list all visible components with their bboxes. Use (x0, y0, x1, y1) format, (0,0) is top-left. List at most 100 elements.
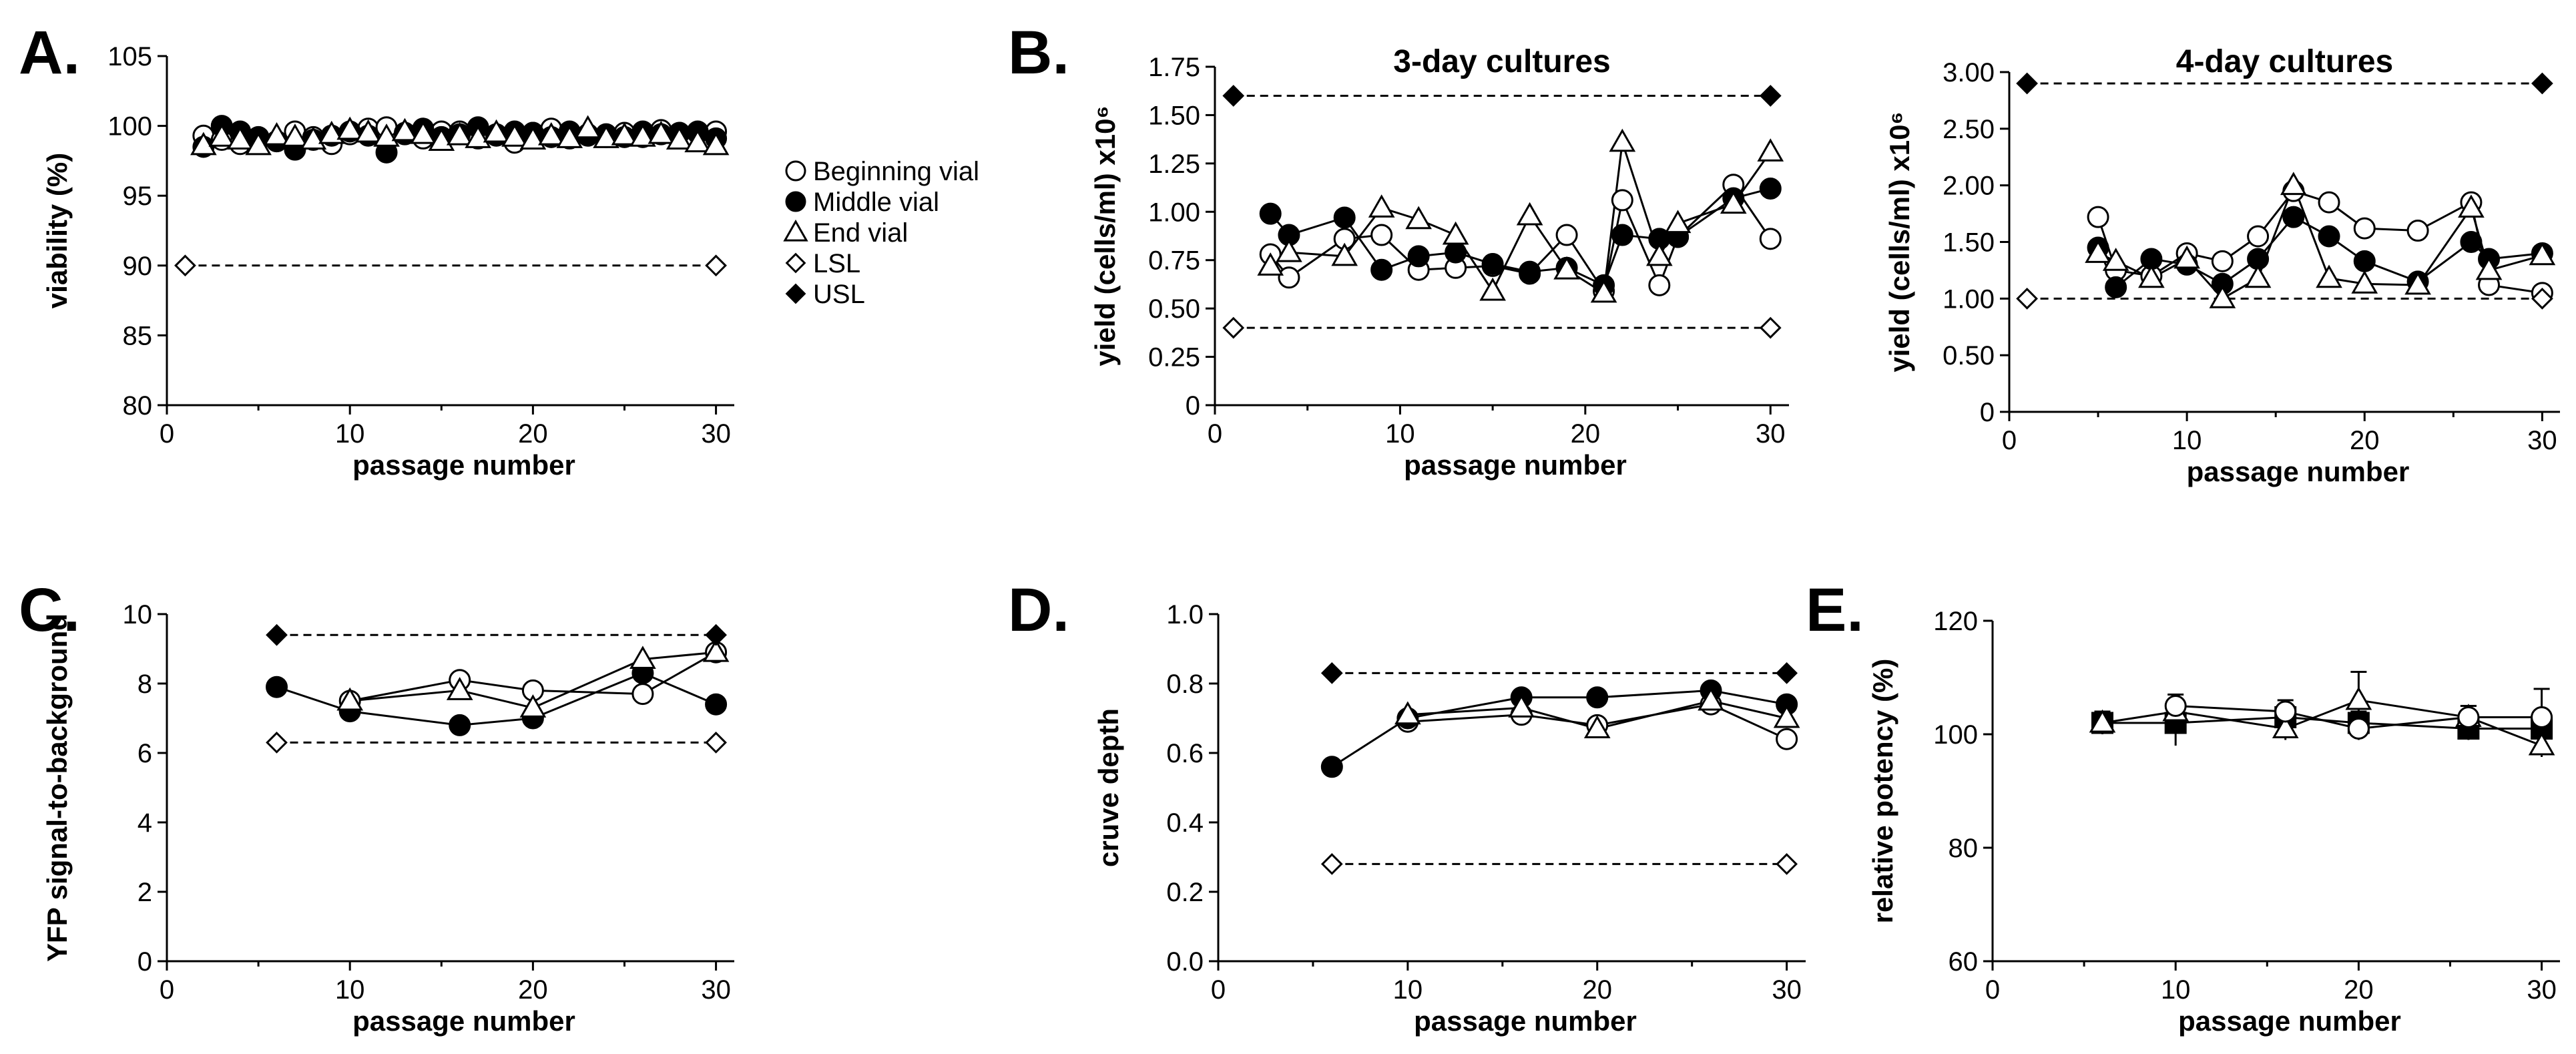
x-tick-label: 0 (160, 975, 174, 1005)
data-point-triangle-open (1583, 715, 1611, 739)
y-tick-label: 2 (138, 878, 152, 907)
data-point-triangle-open (593, 125, 619, 148)
x-axis-label: passage number (1414, 1005, 1637, 1037)
legend-marker-diamond-open (785, 252, 806, 274)
data-point-circle-filled (2105, 276, 2127, 298)
data-point-circle-filled (1445, 241, 1467, 264)
x-tick-label: 20 (1582, 975, 1612, 1005)
data-point-triangle-open (519, 126, 547, 150)
y-tick-label: 1.25 (1148, 150, 1200, 179)
data-point-triangle-open (2209, 285, 2236, 308)
x-tick-label: 0 (1211, 975, 1226, 1005)
data-point-diamond-filled (1222, 85, 1245, 107)
y-tick-label: 1.00 (1943, 284, 1995, 314)
data-point-circle-filled (2282, 206, 2305, 228)
data-point-triangle-open (2351, 270, 2378, 294)
legend-marker-circle-filled (785, 191, 806, 212)
x-axis-label: passage number (2178, 1005, 2401, 1037)
data-point-diamond-filled (2531, 72, 2553, 95)
series-line (276, 672, 717, 726)
data-point-triangle-open (483, 119, 510, 143)
data-point-triangle-open (2528, 732, 2555, 756)
y-tick-label: 100 (1933, 720, 1978, 750)
legend-label: USL (813, 280, 865, 309)
data-point-circle-open (2087, 206, 2109, 228)
y-tick-label: 60 (1949, 947, 1979, 977)
data-point-diamond-open (1776, 853, 1798, 875)
data-point-circle-open (2457, 706, 2480, 728)
data-point-triangle-open (1698, 687, 1724, 711)
y-axis-label: yield (cells/ml) x10⁶ (1884, 111, 1915, 372)
x-tick-label: 30 (2527, 975, 2557, 1005)
data-point-triangle-open (1257, 252, 1284, 276)
data-point-triangle-open (336, 116, 364, 140)
x-tick-label: 0 (160, 419, 174, 449)
legend-marker-circle-open (785, 160, 806, 182)
data-point-triangle-open (501, 123, 528, 147)
data-point-circle-open (2274, 700, 2297, 723)
data-point-diamond-filled (266, 623, 288, 646)
data-point-triangle-open (263, 121, 290, 146)
x-tick-label: 30 (1756, 419, 1786, 449)
data-point-triangle-open (1368, 194, 1395, 218)
panel-letter: D. (1008, 576, 1069, 644)
data-point-triangle-open (2404, 271, 2431, 295)
x-tick-label: 0 (1985, 975, 2000, 1005)
y-tick-label: 0.75 (1148, 246, 1200, 276)
data-point-triangle-open (2272, 715, 2299, 738)
legend-label: End vial (813, 218, 908, 248)
data-point-circle-open (631, 683, 654, 706)
legend-marker-diamond-filled (785, 283, 806, 304)
y-tick-label: 85 (123, 321, 153, 350)
data-point-triangle-open (2089, 709, 2116, 733)
y-tick-label: 80 (123, 391, 153, 421)
data-point-circle-open (1278, 266, 1300, 289)
data-point-diamond-open (1759, 316, 1782, 339)
y-tick-label: 0 (138, 947, 152, 977)
y-axis-label: relative potency (%) (1867, 659, 1898, 924)
x-tick-label: 10 (1385, 419, 1415, 449)
panel-e: 0 10 20 30 60 80 100 120 passage number relative … (1806, 576, 2560, 1037)
data-point-circle-filled (1333, 206, 1356, 229)
data-point-triangle-open (2102, 248, 2129, 271)
y-tick-label: 1.75 (1148, 53, 1200, 82)
y-tick-label: 1.50 (1148, 101, 1200, 130)
y-tick-label: 95 (123, 182, 153, 211)
data-point-triangle-open (245, 131, 272, 156)
data-point-triangle-open (1609, 128, 1636, 152)
y-tick-label: 0.4 (1166, 808, 1204, 838)
data-point-circle-open (2318, 191, 2340, 214)
data-point-diamond-filled (1759, 85, 1782, 107)
data-point-circle-open (2164, 695, 2187, 717)
x-axis-label: passage number (352, 1005, 575, 1037)
data-point-triangle-open (684, 129, 711, 153)
data-point-circle-filled (1370, 258, 1393, 281)
panel-b-3day: 0 10 20 30 0 0.25 0.50 0.75 1.00 1.25 1.50 1.75 pass… (1008, 19, 1789, 481)
x-tick-label: 30 (701, 975, 731, 1005)
x-tick-label: 10 (2161, 975, 2191, 1005)
data-point-circle-open (1555, 224, 1578, 246)
y-tick-label: 1.00 (1148, 198, 1200, 227)
y-tick-label: 100 (107, 112, 152, 142)
y-tick-label: 3.00 (1943, 58, 1995, 87)
y-tick-label: 0.6 (1166, 739, 1204, 768)
legend-label: Beginning vial (813, 157, 979, 186)
data-point-diamond-open (2531, 287, 2553, 310)
data-point-triangle-open (190, 131, 217, 156)
legend-label: LSL (813, 249, 860, 278)
data-point-circle-filled (1259, 202, 1282, 225)
data-point-triangle-open (2173, 245, 2200, 269)
data-point-triangle-open (1442, 221, 1469, 245)
chart-title: 4-day cultures (2176, 44, 2393, 79)
data-point-triangle-open (2244, 264, 2272, 288)
data-point-triangle-open (446, 121, 473, 146)
y-tick-label: 10 (123, 600, 153, 629)
y-tick-label: 0.0 (1166, 947, 1204, 977)
data-point-triangle-open (702, 131, 730, 156)
data-point-triangle-open (537, 121, 565, 146)
data-point-diamond-filled (1776, 662, 1798, 684)
y-tick-label: 90 (123, 252, 153, 281)
y-tick-label: 0 (1980, 398, 1995, 427)
